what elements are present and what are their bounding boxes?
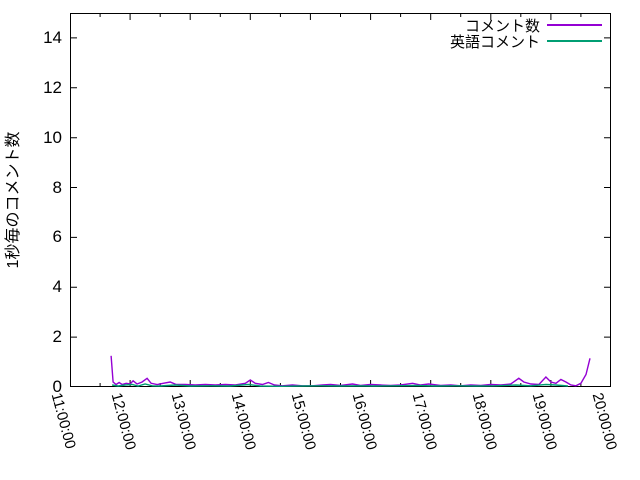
y-tick-label: 8 — [52, 177, 62, 197]
x-tick-label: 11:00:00 — [47, 391, 79, 451]
y-tick-label: 14 — [43, 27, 62, 47]
y-tick-label: 10 — [43, 127, 62, 147]
plot-area — [70, 13, 611, 387]
x-tick-label: 13:00:00 — [167, 391, 200, 452]
legend-entry: 英語コメント — [449, 33, 602, 51]
x-tick-label: 18:00:00 — [468, 391, 500, 452]
series-line-0 — [110, 355, 591, 387]
plot-canvas — [70, 13, 611, 387]
legend-label-english-comments: 英語コメント — [449, 33, 540, 51]
x-tick-label: 12:00:00 — [107, 391, 140, 452]
x-tick-label: 15:00:00 — [288, 391, 320, 452]
legend-line-comments-icon — [547, 24, 602, 26]
x-tick-label: 17:00:00 — [408, 391, 440, 452]
legend: コメント数 英語コメント — [449, 17, 602, 51]
x-tick-label: 16:00:00 — [348, 391, 380, 452]
y-tick-label: 12 — [43, 77, 62, 97]
y-axis-title: 1秒毎のコメント数 — [5, 131, 22, 269]
y-tick-label: 2 — [52, 327, 62, 347]
y-tick-label: 6 — [52, 227, 62, 247]
legend-label-comments: コメント数 — [464, 17, 540, 35]
series-line-1 — [111, 383, 568, 387]
legend-entry: コメント数 — [450, 17, 602, 35]
y-tick-label: 4 — [52, 277, 62, 297]
x-tick-label: 20:00:00 — [588, 391, 621, 452]
plot-border — [70, 13, 611, 387]
legend-line-english-comments-icon — [547, 40, 602, 42]
x-tick-label: 14:00:00 — [227, 391, 260, 452]
axis-ticks — [70, 13, 611, 387]
y-tick-label: 0 — [52, 377, 62, 396]
x-tick-label: 19:00:00 — [528, 391, 560, 452]
